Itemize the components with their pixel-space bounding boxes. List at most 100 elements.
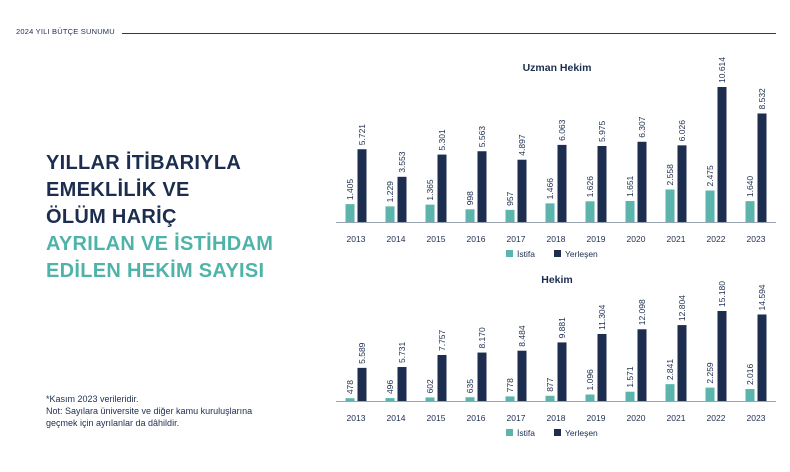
bar-istifa	[385, 206, 395, 222]
data-label-istifa: 778	[505, 378, 515, 392]
x-tick-label: 2018	[547, 234, 566, 244]
data-label-yerlesen: 3.553	[397, 151, 407, 173]
x-tick-label: 2022	[707, 234, 726, 244]
presentation-title: 2024 YILI BÜTÇE SUNUMU	[16, 27, 115, 36]
data-label-istifa: 1.466	[545, 178, 555, 200]
headline-line-1: YILLAR İTİBARIYLA	[46, 152, 242, 174]
legend-swatch-istifa	[506, 250, 513, 257]
slide-headline: YILLAR İTİBARIYLA EMEKLİLİK VE ÖLÜM HARİ…	[46, 150, 316, 285]
data-label-yerlesen: 5.731	[397, 341, 407, 363]
bar-yerlesen	[357, 367, 367, 401]
data-label-yerlesen: 6.307	[637, 116, 647, 138]
data-label-istifa: 1.571	[625, 366, 635, 388]
data-label-yerlesen: 8.532	[757, 88, 767, 110]
bar-istifa	[585, 394, 595, 401]
x-tick-label: 2017	[507, 234, 526, 244]
data-label-yerlesen: 5.975	[597, 120, 607, 142]
x-tick-label: 2018	[547, 413, 566, 423]
bar-yerlesen	[397, 176, 407, 222]
legend-label-yerlesen: Yerleşen	[565, 428, 598, 438]
legend-swatch-yerlesen	[554, 429, 561, 436]
data-label-istifa: 478	[345, 380, 355, 394]
data-label-yerlesen: 4.897	[517, 134, 527, 156]
data-label-istifa: 2.016	[745, 364, 755, 386]
bar-yerlesen	[757, 113, 767, 222]
bar-yerlesen	[637, 329, 647, 401]
data-label-yerlesen: 5.301	[437, 129, 447, 151]
data-label-yerlesen: 11.304	[597, 304, 607, 330]
data-label-yerlesen: 7.757	[437, 329, 447, 351]
bar-yerlesen	[517, 159, 527, 222]
x-tick-label: 2021	[667, 413, 686, 423]
bar-yerlesen	[677, 145, 687, 222]
x-tick-label: 2015	[427, 413, 446, 423]
bar-istifa	[385, 398, 395, 401]
bar-istifa	[465, 397, 475, 401]
footnote-note-2: geçmek için ayrılanlar da dâhildir.	[46, 418, 180, 428]
x-tick-label: 2020	[627, 413, 646, 423]
data-label-istifa: 1.640	[745, 176, 755, 198]
x-tick-label: 2016	[467, 234, 486, 244]
data-label-yerlesen: 6.063	[557, 119, 567, 141]
data-label-yerlesen: 14.594	[757, 284, 767, 310]
x-tick-label: 2015	[427, 234, 446, 244]
x-tick-label: 2023	[747, 234, 766, 244]
data-label-yerlesen: 5.589	[357, 342, 367, 364]
bar-yerlesen	[637, 141, 647, 222]
legend-label-istifa: İstifa	[517, 428, 535, 438]
headline-line-2: EMEKLİLİK VE	[46, 179, 190, 201]
data-label-istifa: 1.229	[385, 181, 395, 203]
legend-swatch-yerlesen	[554, 250, 561, 257]
x-tick-label: 2014	[387, 413, 406, 423]
x-tick-label: 2014	[387, 234, 406, 244]
bar-istifa	[625, 391, 635, 401]
bar-istifa	[705, 387, 715, 401]
data-label-yerlesen: 12.804	[677, 295, 687, 321]
bar-yerlesen	[437, 154, 447, 222]
bar-istifa	[665, 189, 675, 222]
data-label-istifa: 2.558	[665, 164, 675, 186]
chart-title: Uzman Hekim	[523, 62, 592, 74]
bar-yerlesen	[557, 342, 567, 401]
bar-istifa	[665, 384, 675, 401]
bar-yerlesen	[717, 87, 727, 222]
bar-yerlesen	[757, 314, 767, 401]
bar-yerlesen	[397, 367, 407, 401]
bar-yerlesen	[357, 149, 367, 222]
x-tick-label: 2019	[587, 413, 606, 423]
data-label-yerlesen: 8.170	[477, 327, 487, 349]
headline-line-3: ÖLÜM HARİÇ	[46, 206, 177, 228]
bar-istifa	[585, 201, 595, 222]
bar-istifa	[345, 398, 355, 401]
x-tick-label: 2023	[747, 413, 766, 423]
data-label-yerlesen: 6.026	[677, 120, 687, 142]
bar-yerlesen	[677, 325, 687, 401]
bar-yerlesen	[597, 146, 607, 222]
x-tick-label: 2019	[587, 234, 606, 244]
bar-istifa	[745, 389, 755, 401]
x-tick-label: 2020	[627, 234, 646, 244]
data-label-istifa: 957	[505, 191, 515, 205]
bar-yerlesen	[477, 352, 487, 401]
bar-istifa	[545, 395, 555, 401]
data-label-istifa: 635	[465, 379, 475, 393]
data-label-istifa: 998	[465, 191, 475, 205]
data-label-istifa: 1.651	[625, 175, 635, 197]
data-label-istifa: 2.475	[705, 165, 715, 187]
x-tick-label: 2016	[467, 413, 486, 423]
bar-yerlesen	[517, 350, 527, 401]
chart-title: Hekim	[541, 274, 573, 286]
footnotes: *Kasım 2023 verileridir. Not: Sayılara ü…	[46, 393, 316, 429]
data-label-istifa: 2.841	[665, 359, 675, 381]
bar-yerlesen	[717, 311, 727, 401]
data-label-yerlesen: 5.721	[357, 124, 367, 146]
bar-istifa	[705, 190, 715, 222]
data-label-istifa: 1.626	[585, 176, 595, 198]
data-label-yerlesen: 15.180	[717, 281, 727, 307]
data-label-istifa: 1.365	[425, 179, 435, 201]
data-label-yerlesen: 5.563	[477, 126, 487, 148]
bar-istifa	[425, 397, 435, 401]
data-label-istifa: 1.405	[345, 179, 355, 201]
bar-istifa	[505, 396, 515, 401]
